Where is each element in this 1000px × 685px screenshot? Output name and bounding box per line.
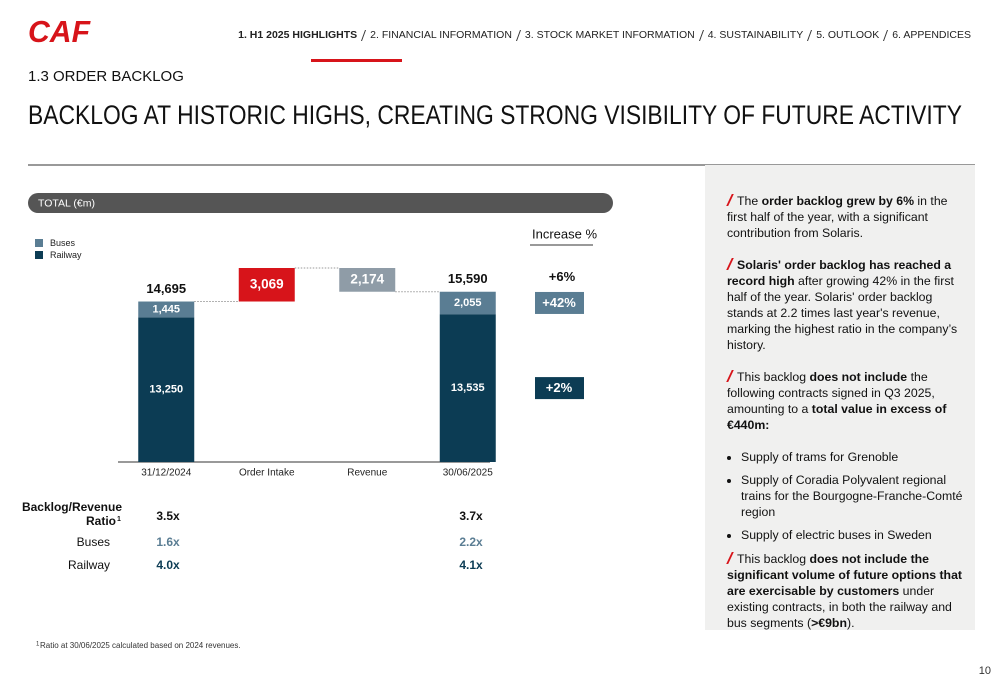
- paragraph: Solaris' order backlog has reached a rec…: [726, 257, 965, 353]
- text: The: [737, 194, 762, 208]
- segment-label: 13,535: [451, 382, 485, 394]
- nav-item: 1. H1 2025 HIGHLIGHTS: [238, 29, 358, 41]
- ratio-note-mark: 1: [117, 516, 121, 523]
- nav-separator: [361, 29, 367, 41]
- legend-label: Buses: [50, 238, 76, 248]
- slash-marker: [726, 258, 734, 270]
- change-label: 3,069: [250, 276, 284, 291]
- bullet-item: Supply of trams for Grenoble: [741, 449, 965, 465]
- change-bar: [238, 268, 295, 302]
- nav-separator: [698, 29, 704, 41]
- bullet-item: Supply of Coradia Polyvalent regional tr…: [741, 472, 965, 520]
- footnote-mark: 1: [36, 642, 40, 648]
- slash-marker: [726, 552, 734, 564]
- ratio-title: Ratio: [86, 514, 116, 528]
- segment-label: 1,445: [152, 303, 180, 315]
- ratio-value: 2.2x: [459, 535, 483, 549]
- change-bar: [339, 268, 396, 292]
- section-label: 1.3 ORDER BACKLOG: [28, 68, 184, 85]
- text: This backlog: [737, 552, 810, 566]
- ratio-total: 3.7x: [459, 509, 483, 523]
- increase-label: +2%: [546, 380, 573, 395]
- bar-segment: [439, 291, 496, 315]
- page-number: 10: [979, 665, 991, 677]
- ratio-total: 3.5x: [156, 509, 180, 523]
- text: Supply of trams for Grenoble: [741, 450, 899, 464]
- text: ).: [846, 616, 855, 630]
- segment-label: 2,055: [454, 297, 482, 309]
- logo: CAF: [28, 14, 91, 49]
- ratio-row-label: Railway: [68, 558, 110, 572]
- bullet-list: Supply of trams for Grenoble Supply of Co…: [727, 449, 965, 543]
- increase-box: [535, 291, 584, 314]
- bold-text: >€9bn: [811, 616, 847, 630]
- change-label: 2,174: [350, 271, 384, 286]
- text: under existing contracts, in both the ra…: [727, 584, 952, 630]
- nav-separator: [883, 29, 889, 41]
- text: after growing 42% in the first half of t…: [727, 274, 958, 352]
- paragraph: This backlog does not include the signif…: [726, 551, 965, 631]
- bold-text: does not include the significant volume …: [727, 552, 963, 598]
- bold-text: total value in excess of €440m:: [727, 402, 947, 432]
- nav-separator: [807, 29, 813, 41]
- ratio-value: 4.1x: [459, 558, 483, 572]
- footnote: Ratio at 30/06/2025 calculated based on …: [40, 641, 241, 650]
- x-tick-label: Revenue: [347, 468, 387, 479]
- total-label: 15,590: [448, 271, 488, 286]
- ratio-value: 4.0x: [156, 558, 180, 572]
- nav-active-underline: [311, 59, 402, 62]
- paragraph: The order backlog grew by 6% in the firs…: [726, 193, 965, 241]
- bold-text: Solaris' order backlog has reached a rec…: [727, 258, 952, 288]
- nav: 1. H1 2025 HIGHLIGHTS 2. FINANCIAL INFORM…: [238, 29, 971, 41]
- nav-item: 4. SUSTAINABILITY: [707, 29, 804, 41]
- total-label: 14,695: [146, 281, 186, 296]
- paragraph: This backlog does not include the follow…: [726, 369, 965, 433]
- legend-swatch: [35, 239, 43, 247]
- ratio-value: 1.6x: [156, 535, 180, 549]
- increase-label: +6%: [549, 269, 576, 284]
- nav-item: 5. OUTLOOK: [816, 29, 880, 41]
- text: the following contracts signed in Q3 202…: [727, 370, 935, 416]
- nav-separator: [515, 29, 521, 41]
- side-panel: The order backlog grew by 6% in the firs…: [705, 165, 975, 630]
- slide-title: BACKLOG AT HISTORIC HIGHS, CREATING STRO…: [28, 100, 962, 130]
- increase-title: Increase %: [532, 226, 597, 241]
- x-tick-label: 30/06/2025: [443, 468, 493, 479]
- bullet-item: Supply of electric buses in Sweden: [741, 527, 965, 543]
- increase-box: [535, 377, 584, 400]
- text: in the first half of the year, with a si…: [727, 194, 948, 240]
- x-tick-label: Order Intake: [239, 468, 295, 479]
- bold-text: order backlog grew by 6%: [761, 194, 914, 208]
- ratio-title: Backlog/Revenue: [22, 500, 122, 514]
- slash-marker: [726, 194, 734, 206]
- legend-swatch: [35, 251, 43, 259]
- text: Supply of Coradia Polyvalent regional tr…: [741, 473, 963, 519]
- x-tick-label: 31/12/2024: [141, 468, 191, 479]
- increase-label: +42%: [542, 295, 576, 310]
- chart-label-pill: [28, 193, 613, 213]
- bar-segment: [138, 317, 195, 462]
- ratio-row-label: Buses: [77, 535, 110, 549]
- nav-item: 6. APPENDICES: [892, 29, 971, 41]
- nav-item: 3. STOCK MARKET INFORMATION: [524, 29, 695, 41]
- text: This backlog: [737, 370, 810, 384]
- bold-text: does not include: [809, 370, 908, 384]
- legend-label: Railway: [50, 250, 82, 260]
- bar-segment: [138, 301, 195, 318]
- chart-label: TOTAL (€m): [38, 197, 95, 209]
- text: Supply of electric buses in Sweden: [741, 528, 932, 542]
- slash-marker: [726, 370, 734, 382]
- bar-segment: [439, 314, 496, 462]
- segment-label: 13,250: [149, 384, 183, 396]
- nav-item: 2. FINANCIAL INFORMATION: [370, 29, 512, 41]
